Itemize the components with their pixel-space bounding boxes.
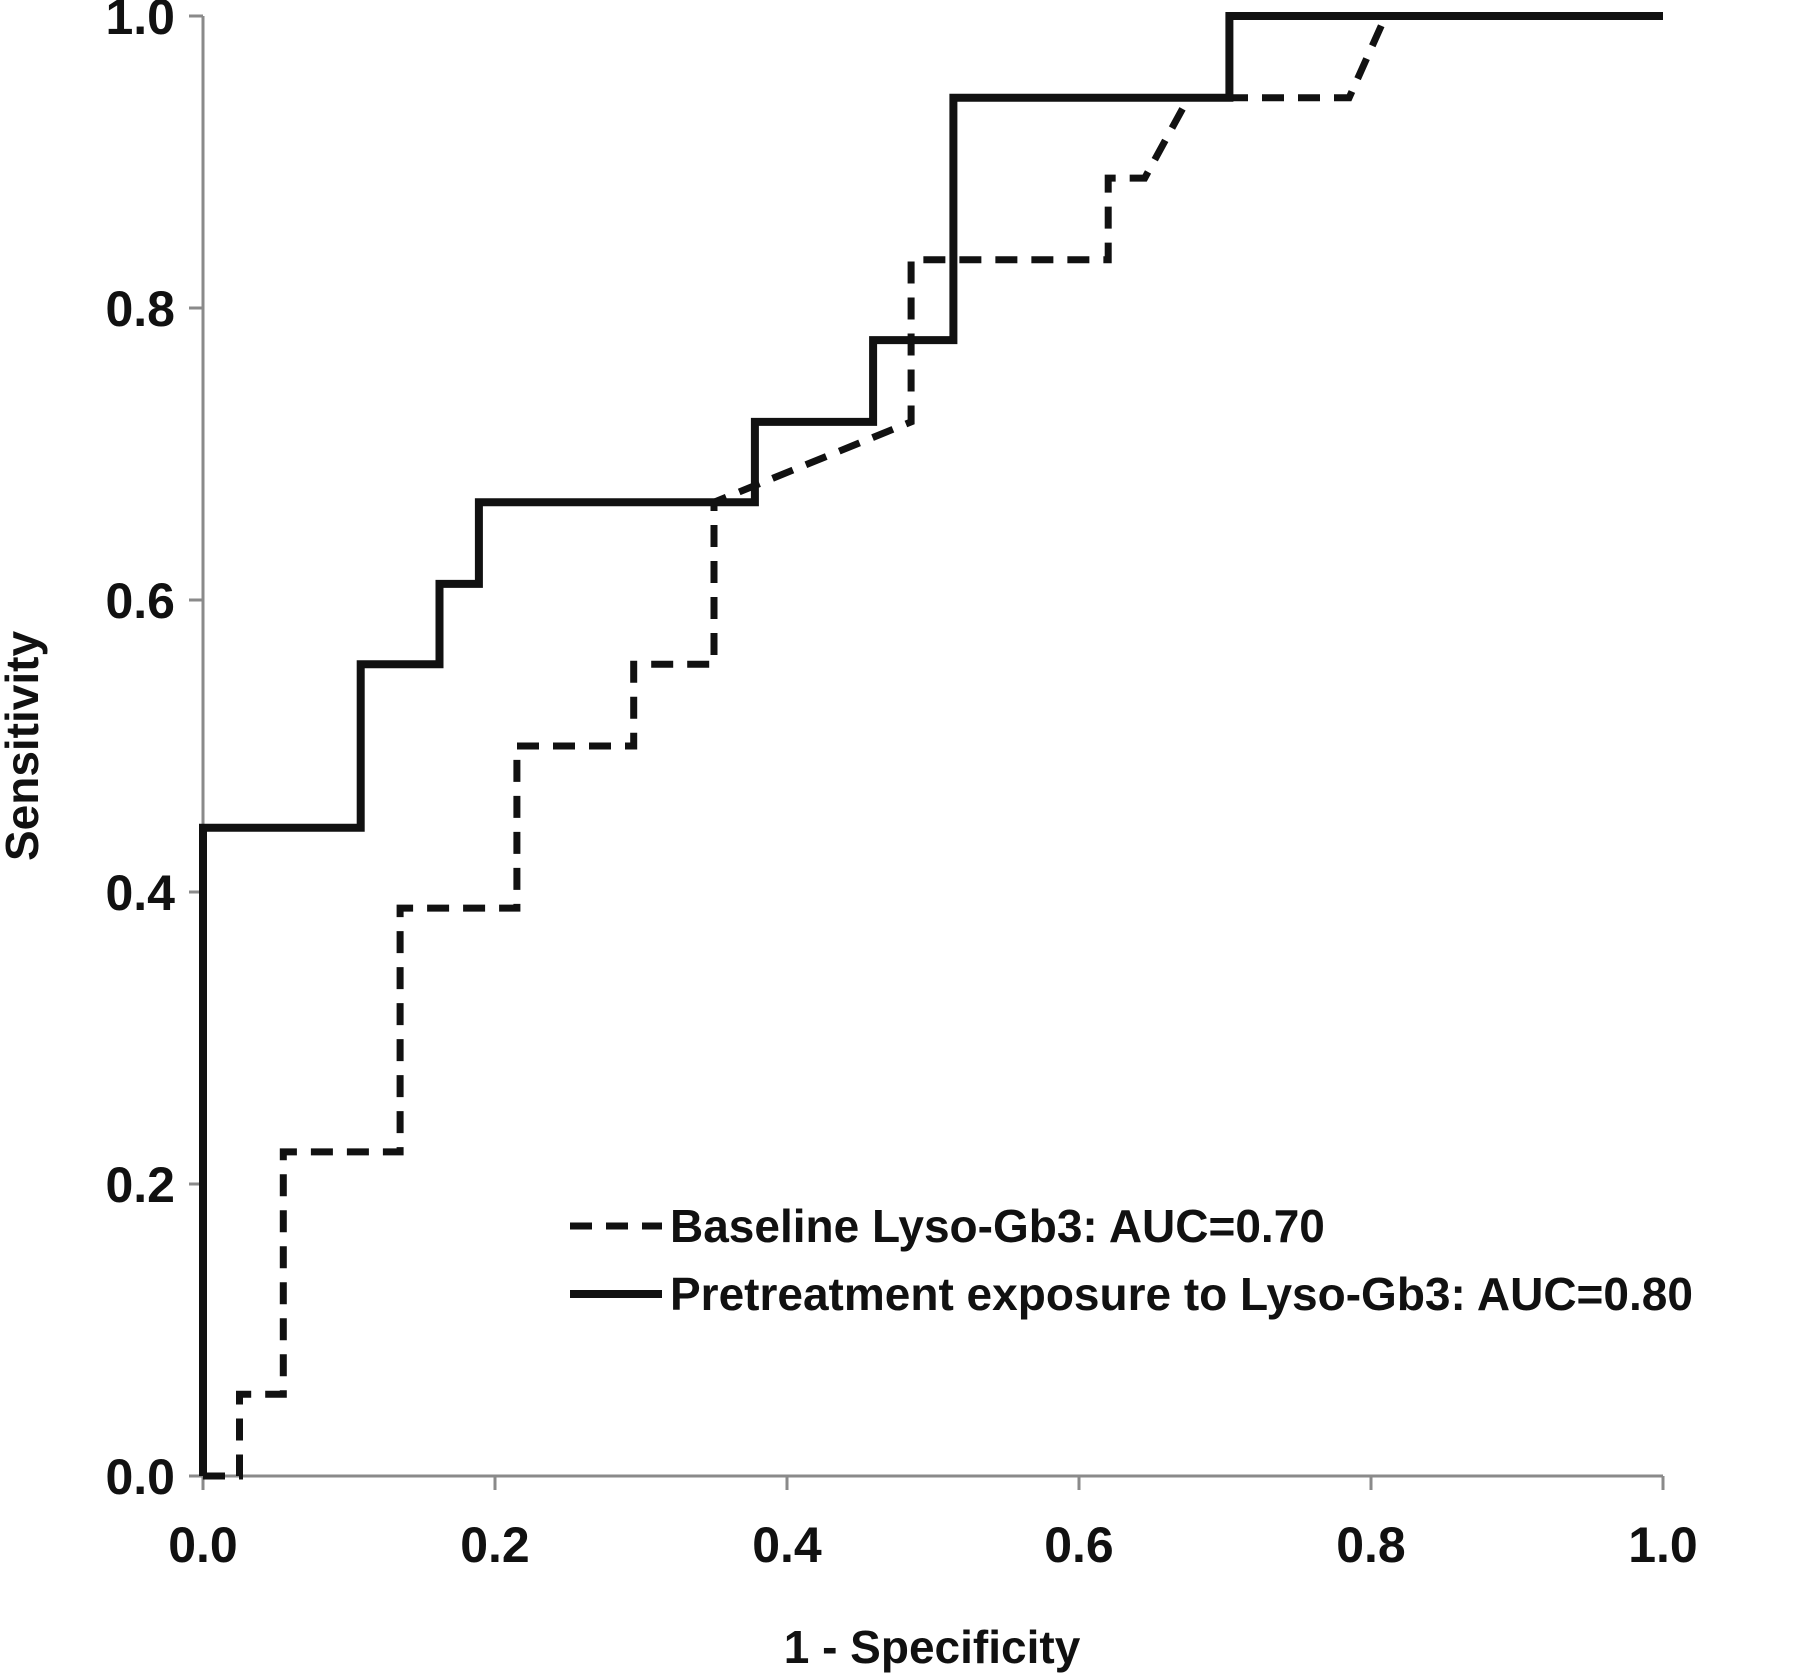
x-tick-label: 0.6 bbox=[1044, 1517, 1114, 1573]
ticks: 0.0 0.2 0.4 0.6 0.8 1.0 0.0 0.2 0.4 0.6 0.8 1.0 bbox=[105, 0, 1697, 1573]
series-line-baseline bbox=[203, 12, 1663, 1480]
y-tick-label: 1.0 bbox=[105, 0, 175, 45]
y-tick-label: 0.6 bbox=[105, 573, 175, 629]
x-tick-label: 1.0 bbox=[1628, 1517, 1698, 1573]
series-layer bbox=[199, 12, 1663, 1480]
y-axis-label: Sensitivity bbox=[0, 631, 48, 862]
legend-label-pretreatment: Pretreatment exposure to Lyso-Gb3: AUC=0… bbox=[670, 1268, 1693, 1320]
y-tick-label: 0.4 bbox=[105, 865, 175, 921]
axes bbox=[201, 16, 1663, 1478]
y-tick-label: 0.8 bbox=[105, 281, 175, 337]
x-tick-label: 0.4 bbox=[752, 1517, 822, 1573]
y-tick-label: 0.2 bbox=[105, 1157, 175, 1213]
y-tick-label: 0.0 bbox=[105, 1449, 175, 1505]
x-tick-label: 0.8 bbox=[1336, 1517, 1406, 1573]
legend-label-baseline: Baseline Lyso-Gb3: AUC=0.70 bbox=[670, 1200, 1325, 1252]
x-tick-label: 0.2 bbox=[460, 1517, 530, 1573]
legend: Baseline Lyso-Gb3: AUC=0.70 Pretreatment… bbox=[570, 1200, 1693, 1320]
x-tick-label: 0.0 bbox=[168, 1517, 238, 1573]
series-line-pretreatment bbox=[199, 12, 1663, 1476]
x-axis-label: 1 - Specificity bbox=[784, 1621, 1081, 1673]
